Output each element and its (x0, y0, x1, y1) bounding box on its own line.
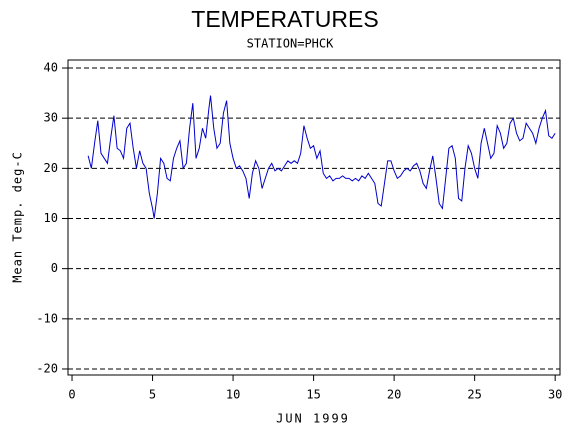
y-tick-label: 20 (44, 161, 58, 175)
x-tick-label: 15 (306, 388, 320, 402)
y-tick-label: 30 (44, 111, 58, 125)
x-tick-label: 20 (387, 388, 401, 402)
x-tick-label: 30 (548, 388, 562, 402)
x-tick-label: 10 (226, 388, 240, 402)
chart-subtitle: STATION=PHCK (247, 37, 334, 51)
x-tick-label: 0 (68, 388, 75, 402)
y-tick-label: 40 (44, 61, 58, 75)
y-tick-label: -10 (36, 311, 58, 325)
x-tick-label: 5 (149, 388, 156, 402)
y-tick-label: 0 (51, 261, 58, 275)
y-tick-label: 10 (44, 211, 58, 225)
x-tick-label: 25 (467, 388, 481, 402)
y-axis-label: Mean Temp. deg-C (11, 151, 25, 283)
chart-title: TEMPERATURES (191, 6, 378, 32)
x-axis-label: JUN 1999 (276, 412, 350, 426)
line-series (87, 95, 556, 219)
plot-frame (67, 59, 561, 376)
y-tick-label: -20 (36, 361, 58, 375)
